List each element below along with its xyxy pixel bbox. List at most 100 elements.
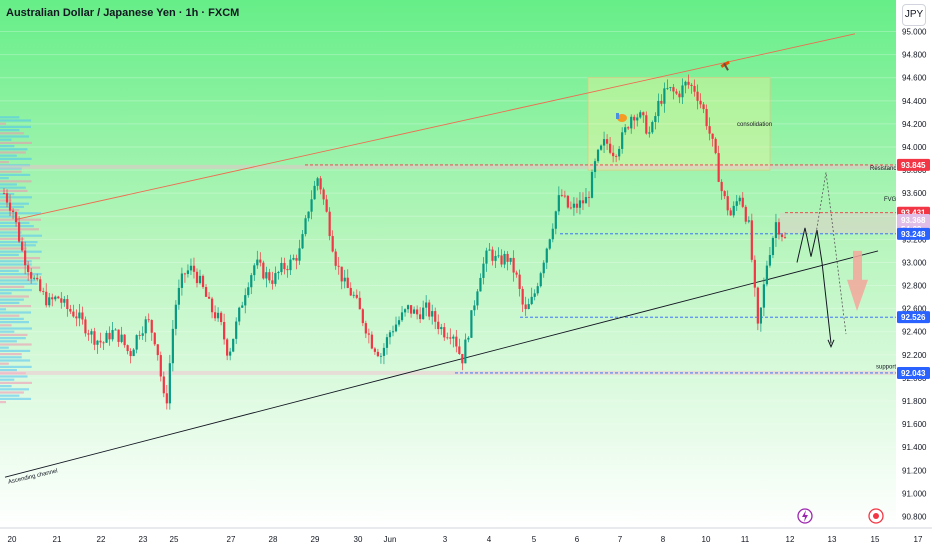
channel-lower-line	[4, 250, 879, 478]
candle-body	[738, 197, 741, 202]
lightning-icon[interactable]	[797, 508, 813, 524]
profile-bar	[0, 317, 24, 320]
profile-bar	[0, 292, 12, 295]
candle-body	[449, 337, 452, 339]
candle-body	[54, 296, 57, 300]
candle-body	[280, 262, 283, 273]
price-tags: 93.84593.43193.36854:0993.24892.52692.04…	[897, 158, 930, 379]
candle-body	[464, 339, 467, 364]
candle-body	[352, 294, 355, 296]
candle-body	[36, 277, 39, 280]
candle-body	[144, 319, 147, 334]
candle-body	[204, 287, 208, 297]
price-tag-label: 92.526	[901, 313, 926, 322]
candle-body	[57, 296, 60, 299]
forecast-arrowhead	[827, 339, 835, 348]
profile-bar	[0, 154, 17, 157]
candle-body	[349, 287, 352, 296]
price-axis-panel[interactable]	[896, 0, 932, 550]
candle-body	[253, 265, 256, 276]
y-tick-label: 90.800	[902, 512, 927, 521]
x-tick-label: 17	[914, 535, 923, 544]
candle-body	[618, 148, 621, 157]
candle-body	[400, 312, 404, 321]
candle-body	[702, 104, 705, 110]
candle-body	[5, 193, 9, 203]
candle-body	[150, 320, 153, 333]
profile-bar	[0, 132, 24, 135]
profile-bar	[0, 285, 25, 288]
currency-button[interactable]: JPY	[902, 4, 926, 26]
candle-body	[587, 197, 591, 198]
profile-bar	[0, 231, 22, 234]
candle-body	[494, 256, 497, 261]
profile-bar	[0, 145, 15, 148]
candle-body	[633, 116, 636, 121]
candle-body	[780, 234, 784, 238]
candle-body	[735, 201, 738, 206]
profile-bar	[0, 180, 32, 183]
y-tick-label: 91.400	[902, 443, 927, 452]
profile-bar	[0, 276, 27, 279]
candle-body	[732, 205, 735, 216]
candle-body	[551, 228, 554, 240]
channel-upper-line	[14, 33, 856, 221]
candle-body	[530, 296, 533, 305]
event-marker-icon[interactable]	[868, 508, 884, 524]
candle-body	[437, 321, 440, 330]
candle-body	[533, 293, 536, 297]
candle-body	[548, 239, 551, 249]
candle-body	[440, 327, 443, 330]
candle-body	[271, 280, 274, 284]
y-tick-label: 92.600	[902, 305, 927, 314]
profile-bar	[0, 247, 27, 250]
time-axis-panel[interactable]	[0, 528, 896, 550]
profile-bar	[0, 311, 32, 314]
candle-body	[238, 307, 241, 322]
candle-body	[111, 330, 114, 340]
candle-body	[777, 222, 781, 235]
price-tag-box	[897, 366, 930, 379]
x-tick-label: 10	[702, 535, 711, 544]
candle-body	[162, 376, 165, 394]
candle-body	[684, 81, 687, 86]
candle-body	[422, 307, 425, 320]
candle-body	[207, 296, 211, 299]
x-tick-label: 7	[618, 535, 623, 544]
price-tag-label: 93.431	[901, 209, 926, 218]
candle-body	[358, 297, 361, 310]
annotation-label: Resistance	[870, 166, 900, 172]
candle-body	[521, 288, 524, 305]
candle-body	[705, 109, 708, 127]
candle-body	[376, 351, 380, 357]
forecast-path	[796, 227, 832, 344]
profile-bar	[0, 129, 20, 132]
candle-body	[747, 220, 750, 222]
candle-body	[711, 133, 714, 139]
profile-bar	[0, 330, 15, 333]
candle-body	[72, 311, 75, 317]
candle-body	[66, 299, 69, 310]
candle-body	[572, 203, 576, 208]
candle-body	[539, 273, 542, 287]
candle-body	[42, 291, 45, 292]
candle-body	[476, 291, 479, 306]
y-tick-label: 94.600	[902, 74, 927, 83]
candle-body	[509, 257, 512, 262]
candle-body	[20, 241, 24, 251]
candle-body	[467, 337, 470, 340]
candle-body	[105, 332, 108, 343]
candle-body	[524, 304, 527, 310]
profile-bar	[0, 141, 32, 144]
candle-body	[599, 145, 603, 150]
profile-bar	[0, 244, 36, 247]
profile-bar	[0, 177, 9, 180]
candle-body	[129, 351, 132, 357]
x-tick-label: 25	[170, 535, 179, 544]
candle-body	[663, 88, 666, 104]
candle-body	[461, 354, 464, 364]
candle-body	[186, 270, 190, 274]
profile-bar	[0, 401, 6, 404]
candle-body	[771, 238, 775, 256]
